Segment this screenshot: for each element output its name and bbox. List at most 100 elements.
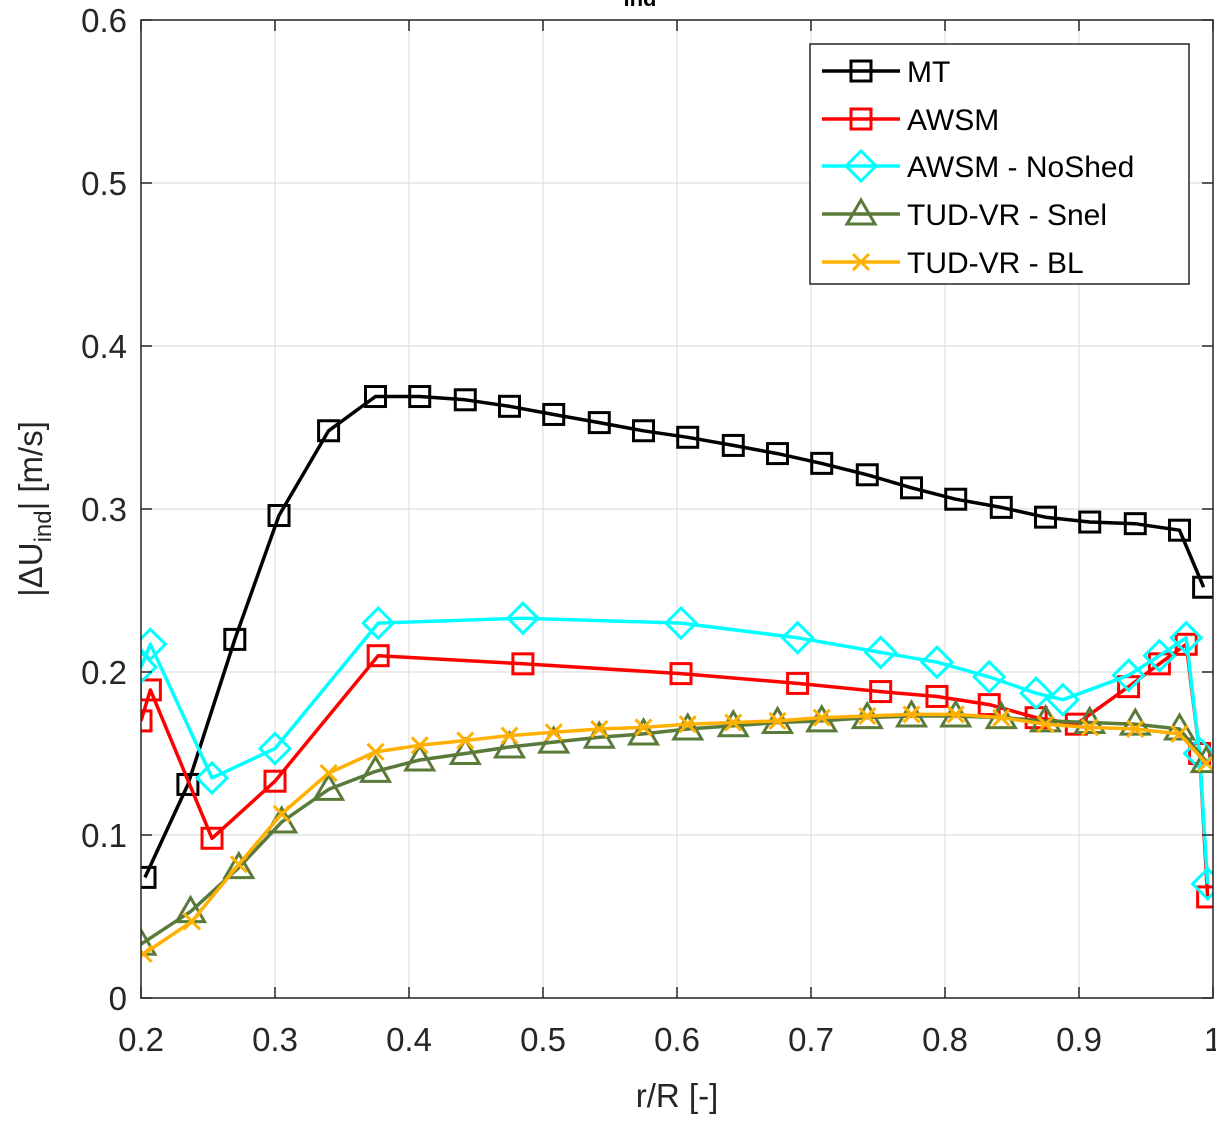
- data-point-x: [366, 742, 385, 761]
- tick-labels: 0.2 0.3 0.4 0.5 0.6 0.7 0.8 0.9 1 0 0.1 0.2 0.3 0.4 0.…: [81, 2, 1216, 1058]
- legend-entry: TUD-VR - BL: [822, 247, 1084, 280]
- data-point-square: [786, 671, 810, 695]
- data-point-diamond: [1018, 676, 1054, 711]
- data-point-x: [141, 944, 153, 964]
- data-point-diamond: [194, 760, 230, 796]
- data-point-square: [317, 419, 341, 443]
- x-tick-label: 0.5: [520, 1021, 566, 1058]
- legend-box: [809, 43, 1190, 285]
- data-point-triangle: [358, 754, 393, 783]
- y-tick-label: 0.3: [81, 491, 127, 528]
- y-axis-title-sub: ind: [30, 510, 57, 542]
- data-point-diamond: [505, 601, 541, 636]
- data-point-square: [141, 865, 157, 889]
- data-point-square: [364, 385, 387, 409]
- data-point-triangle: [671, 712, 705, 741]
- y-tick-label: 0: [109, 980, 127, 1017]
- data-point-x: [1126, 719, 1145, 739]
- data-point-x: [272, 804, 291, 823]
- series-mt: [141, 385, 1213, 889]
- data-point-x: [1170, 724, 1189, 744]
- data-point-triangle: [1189, 744, 1213, 774]
- legend-label: AWSM - NoShed: [907, 151, 1134, 184]
- legend-label: TUD-VR - Snel: [907, 199, 1107, 232]
- data-point-square: [366, 644, 390, 668]
- data-point-square: [676, 425, 700, 449]
- chart-title: ind: [624, 0, 657, 11]
- data-point-square: [453, 388, 477, 412]
- data-point-x: [902, 705, 921, 724]
- data-point-square: [200, 826, 224, 850]
- data-point-x: [456, 731, 475, 750]
- data-point-square: [1192, 575, 1213, 599]
- data-point-square: [542, 402, 566, 426]
- data-point-x: [229, 855, 248, 874]
- data-point-diamond: [141, 627, 168, 662]
- data-point-x: [500, 726, 519, 745]
- legend-entry: MT: [822, 56, 950, 89]
- data-point-square: [267, 504, 291, 528]
- data-point-square: [944, 487, 968, 511]
- data-point-triangle: [492, 730, 527, 759]
- x-axis-title: r/R [-]: [636, 1077, 718, 1114]
- legend-label: AWSM: [907, 104, 999, 137]
- x-tick-label: 1: [1204, 1021, 1216, 1058]
- data-point-square: [766, 442, 789, 466]
- x-tick-label: 0.4: [386, 1021, 432, 1058]
- data-point-x: [590, 719, 609, 739]
- data-point-diamond: [141, 649, 159, 685]
- data-point-x: [724, 713, 743, 732]
- series-line: [143, 394, 1206, 879]
- data-point-square: [223, 627, 247, 651]
- legend-marker-diamond: [843, 148, 879, 184]
- data-point-square: [511, 652, 535, 676]
- legend-entry: AWSM: [822, 104, 999, 137]
- legend: MT AWSM AWSM - NoShed TUD-VR - Snel TUD-VR -…: [809, 43, 1190, 285]
- axis-ticks: [140, 19, 1214, 999]
- legend-label: TUD-VR - BL: [907, 247, 1084, 280]
- data-point-diamond: [1169, 620, 1204, 655]
- y-axis-title-prefix: |ΔU: [12, 542, 49, 596]
- data-point-diamond: [361, 605, 396, 641]
- data-point-x: [544, 723, 563, 742]
- data-point-square: [669, 662, 693, 686]
- data-point-square: [632, 419, 655, 443]
- data-point-square: [1078, 510, 1102, 534]
- data-point-square: [263, 769, 287, 793]
- data-point-x: [678, 715, 697, 734]
- data-point-x: [182, 912, 201, 931]
- data-point-square: [1123, 512, 1147, 536]
- legend-marker-square: [849, 107, 873, 131]
- series-awsm-noshed: [141, 601, 1213, 902]
- data-point-x: [1197, 754, 1213, 773]
- y-tick-label: 0.4: [81, 328, 127, 365]
- data-point-square: [498, 394, 521, 418]
- x-tick-label: 0.9: [1056, 1021, 1102, 1058]
- data-point-square: [721, 433, 745, 457]
- data-point-diamond: [780, 620, 815, 655]
- legend-label: MT: [907, 56, 950, 89]
- data-point-square: [141, 678, 162, 702]
- data-point-triangle: [222, 850, 256, 880]
- x-tick-label: 0.3: [252, 1021, 298, 1058]
- data-point-x: [1036, 715, 1055, 734]
- data-point-square: [408, 385, 432, 409]
- data-point-square: [1034, 505, 1057, 529]
- x-tick-label: 0.6: [654, 1021, 700, 1058]
- data-point-x: [634, 718, 653, 737]
- data-point-x: [319, 763, 338, 783]
- data-point-diamond: [919, 645, 955, 680]
- legend-entries: MT AWSM AWSM - NoShed TUD-VR - Snel TUD-VR -…: [822, 56, 1134, 280]
- data-point-diamond: [972, 659, 1007, 695]
- data-point-x: [946, 705, 965, 724]
- legend-entry: TUD-VR - Snel: [822, 197, 1107, 232]
- y-tick-label: 0.6: [81, 2, 127, 39]
- y-axis-title-suffix: | [m/s]: [12, 421, 49, 510]
- y-tick-label: 0.2: [81, 654, 127, 691]
- legend-marker-x: [851, 252, 871, 272]
- data-point-triangle: [403, 743, 437, 772]
- series-layer: [141, 385, 1213, 964]
- series-line: [141, 714, 1208, 946]
- data-point-diamond: [663, 605, 699, 641]
